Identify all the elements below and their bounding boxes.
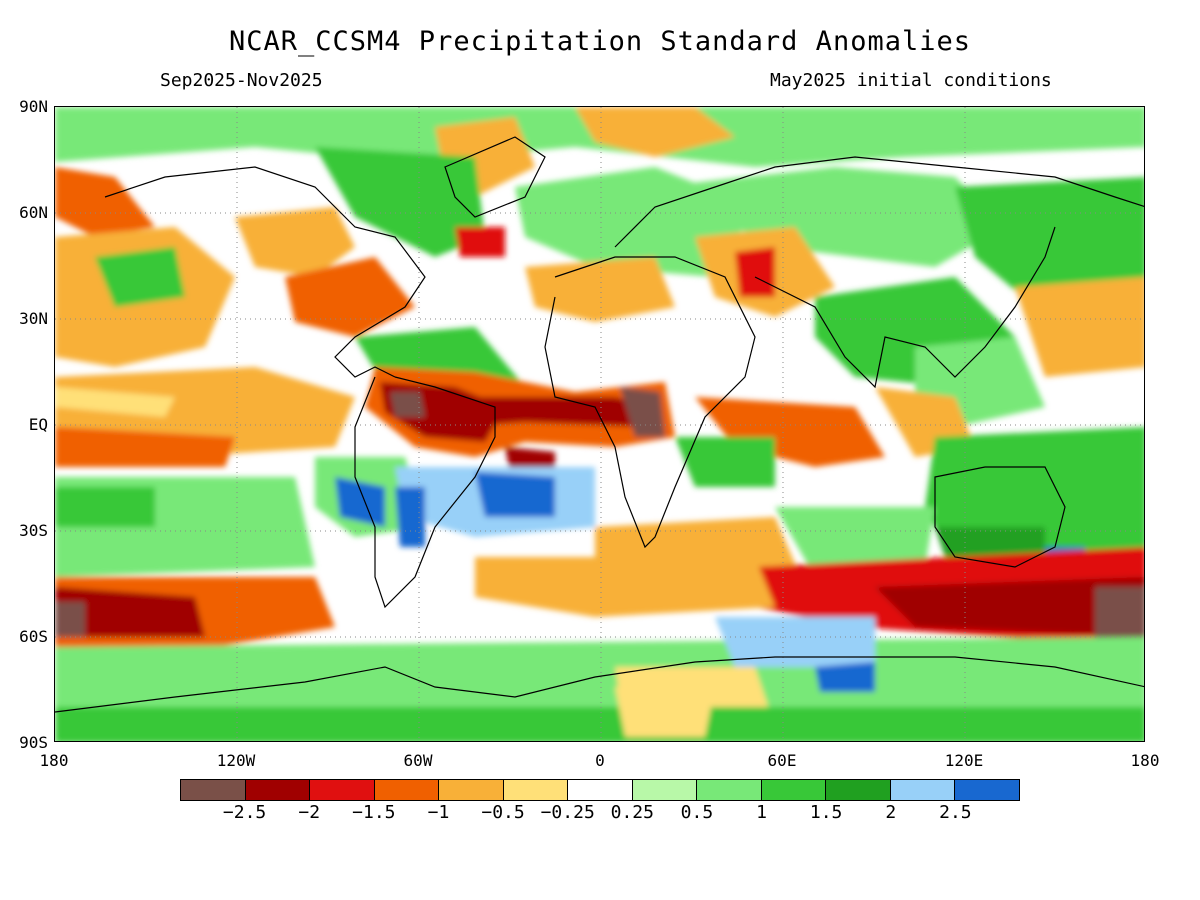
colorbar-label: 2 (885, 802, 897, 823)
lat-label-30s: 30S (19, 521, 48, 540)
colorbar-swatch-2 (310, 780, 375, 800)
lat-label-30n: 30N (19, 309, 48, 328)
colorbar-swatch-12 (955, 780, 1019, 800)
colorbar-swatch-0 (181, 780, 246, 800)
colorbar-swatch-7 (632, 780, 698, 800)
anomaly-map (54, 106, 1145, 742)
colorbar-label: −1.5 (352, 802, 396, 823)
lon-label-0: 0 (595, 751, 605, 770)
map-title: NCAR_CCSM4 Precipitation Standard Anomal… (229, 26, 971, 57)
colorbar-label: 0.25 (610, 802, 654, 823)
lat-label-60n: 60N (19, 203, 48, 222)
colorbar-label: −2 (298, 802, 321, 823)
lon-label-180e: 180 (1130, 751, 1160, 770)
colorbar-label: −0.5 (481, 802, 525, 823)
lat-label-90s: 90S (19, 733, 48, 752)
colorbar-swatch-8 (697, 780, 762, 800)
colorbar-swatch-4 (439, 780, 504, 800)
colorbar-swatch-10 (826, 780, 891, 800)
colorbar-swatch-1 (245, 780, 311, 800)
lon-label-120e: 120E (944, 751, 984, 770)
colorbar-swatch-3 (374, 780, 440, 800)
lat-label-90n: 90N (19, 97, 48, 116)
lon-label-60e: 60E (767, 751, 797, 770)
lon-label-120w: 120W (216, 751, 256, 770)
colorbar-label: −1 (427, 802, 450, 823)
colorbar-swatch-9 (761, 780, 827, 800)
colorbar-swatch-6 (568, 780, 633, 800)
lon-label-60w: 60W (403, 751, 433, 770)
colorbar (180, 779, 1020, 801)
init-conditions-label: May2025 initial conditions (770, 70, 1052, 91)
colorbar-label: 1 (756, 802, 767, 823)
lat-label-eq: EQ (28, 415, 48, 434)
anomaly-map-svg (55, 107, 1144, 741)
colorbar-label: −2.5 (222, 802, 267, 823)
colorbar-label: −0.25 (540, 802, 595, 823)
colorbar-label: 2.5 (939, 802, 972, 823)
season-label: Sep2025-Nov2025 (160, 70, 323, 91)
colorbar-swatch-5 (503, 780, 569, 800)
colorbar-label: 0.5 (680, 802, 714, 823)
lon-label-180w: 180 (39, 751, 69, 770)
colorbar-label: 1.5 (809, 802, 843, 823)
colorbar-swatch-11 (890, 780, 956, 800)
lat-label-60s: 60S (19, 627, 48, 646)
